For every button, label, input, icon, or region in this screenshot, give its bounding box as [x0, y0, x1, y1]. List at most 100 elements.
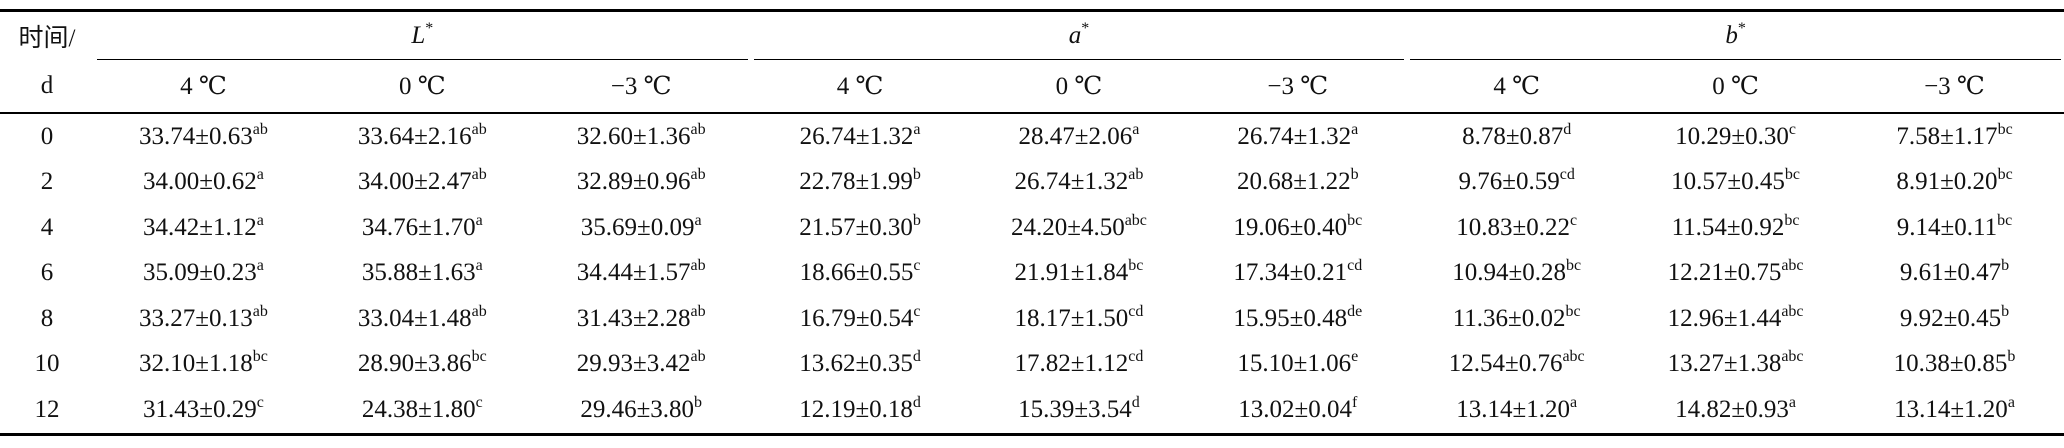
mean-sd: 29.93±3.42: [576, 350, 691, 378]
value-cell: 33.04±1.48ab: [313, 296, 532, 342]
value-cell: 33.74±0.63ab: [94, 113, 313, 160]
temp-header: 4 ℃: [180, 73, 227, 100]
significance: cd: [1128, 348, 1144, 366]
value-cell: 8.78±0.87d: [1407, 113, 1626, 160]
value-cell: 10.29±0.30c: [1626, 113, 1845, 160]
significance: a: [694, 211, 702, 229]
data-row: 4 34.42±1.12a 34.76±1.70a 35.69±0.09a 21.57±…: [0, 205, 2064, 251]
significance: a: [1788, 393, 1796, 411]
significance: a: [913, 120, 921, 138]
significance: b: [912, 211, 921, 229]
time-cell: 8: [40, 304, 54, 332]
value-cell: 9.92±0.45b: [1845, 296, 2064, 342]
mean-sd: 19.06±0.40: [1233, 213, 1348, 241]
mean-sd: 18.17±1.50: [1014, 304, 1129, 332]
value-cell: 9.14±0.11bc: [1845, 205, 2064, 251]
stub-header: 时间/: [18, 25, 76, 52]
value-cell: 10.57±0.45bc: [1626, 160, 1845, 206]
mean-sd: 34.44±1.57: [576, 259, 691, 287]
mean-sd: 34.00±0.62: [143, 168, 257, 196]
group-header: a*: [751, 11, 1408, 61]
value-cell: 24.38±1.80c: [313, 387, 532, 434]
significance: ab: [1128, 166, 1144, 184]
value-cell: 12.21±0.75abc: [1626, 251, 1845, 297]
mean-sd: 17.34±0.21: [1233, 259, 1348, 287]
value-cell: 17.82±1.12cd: [970, 342, 1189, 388]
value-cell: 35.09±0.23a: [94, 251, 313, 297]
header-row: 时间/L* a* b*: [0, 10, 2064, 61]
temp-header: 4 ℃: [1493, 73, 1541, 100]
value-cell: 14.82±0.93a: [1626, 387, 1845, 434]
mean-sd: 7.58±1.17: [1896, 122, 1998, 150]
value-cell: 22.78±1.99b: [751, 160, 970, 206]
time-cell: 6: [40, 259, 54, 287]
significance: abc: [1781, 302, 1804, 320]
mean-sd: 10.83±0.22: [1456, 213, 1570, 241]
mean-sd: 34.76±1.70: [361, 213, 476, 241]
mean-sd: 10.29±0.30: [1675, 122, 1789, 150]
temp-header: −3 ℃: [610, 73, 672, 100]
value-cell: 34.00±0.62a: [94, 160, 313, 206]
value-cell: 16.79±0.54c: [751, 296, 970, 342]
significance: d: [912, 393, 921, 411]
mean-sd: 12.54±0.76: [1448, 350, 1563, 378]
temp-header: 4 ℃: [836, 73, 884, 100]
mean-sd: 11.36±0.02: [1452, 304, 1566, 332]
data-row: 2 34.00±0.62a 34.00±2.47ab 32.89±0.96ab 22.7…: [0, 160, 2064, 206]
data-row: 8 33.27±0.13ab 33.04±1.48ab 31.43±2.28ab 16.…: [0, 296, 2064, 342]
significance: a: [256, 166, 264, 184]
value-cell: 32.89±0.96ab: [532, 160, 751, 206]
data-row: 6 35.09±0.23a 35.88±1.63a 34.44±1.57ab 18.66…: [0, 251, 2064, 297]
significance: abc: [1562, 348, 1585, 366]
value-cell: 35.88±1.63a: [313, 251, 532, 297]
temp-header: −3 ℃: [1267, 73, 1329, 100]
table-wrap: 时间/L* a* b* d 4 ℃ 0 ℃ −3 ℃ 4 ℃ 0 ℃ −3 ℃ 4 ℃ 0 ℃ −3 ℃…: [0, 9, 2064, 436]
value-cell: 7.58±1.17bc: [1845, 113, 2064, 160]
significance: cd: [1559, 166, 1575, 184]
group-letter: L: [411, 21, 426, 49]
significance: ab: [690, 302, 706, 320]
time-cell: 10: [34, 350, 60, 378]
value-cell: 32.60±1.36ab: [532, 113, 751, 160]
significance: a: [475, 211, 483, 229]
value-cell: 33.27±0.13ab: [94, 296, 313, 342]
significance: a: [256, 257, 264, 275]
value-cell: 31.43±2.28ab: [532, 296, 751, 342]
significance: ab: [471, 120, 487, 138]
significance: bc: [1784, 211, 1800, 229]
significance: bc: [1997, 166, 2013, 184]
significance: e: [1351, 348, 1359, 366]
mean-sd: 11.54±0.92: [1671, 213, 1785, 241]
value-cell: 11.36±0.02bc: [1407, 296, 1626, 342]
table-head: 时间/L* a* b* d 4 ℃ 0 ℃ −3 ℃ 4 ℃ 0 ℃ −3 ℃ 4 ℃ 0 ℃ −3 ℃: [0, 10, 2064, 113]
significance: ab: [690, 120, 706, 138]
significance: ab: [690, 348, 706, 366]
mean-sd: 20.68±1.22: [1236, 168, 1351, 196]
significance: abc: [1781, 257, 1804, 275]
value-cell: 10.94±0.28bc: [1407, 251, 1626, 297]
value-cell: 15.10±1.06e: [1188, 342, 1407, 388]
mean-sd: 13.14±1.20: [1894, 395, 2008, 423]
value-cell: 11.54±0.92bc: [1626, 205, 1845, 251]
value-cell: 20.68±1.22b: [1188, 160, 1407, 206]
value-cell: 13.62±0.35d: [751, 342, 970, 388]
mean-sd: 9.76±0.59: [1458, 168, 1560, 196]
significance: b: [912, 166, 921, 184]
mean-sd: 8.78±0.87: [1462, 122, 1564, 150]
value-cell: 9.76±0.59cd: [1407, 160, 1626, 206]
data-table: 时间/L* a* b* d 4 ℃ 0 ℃ −3 ℃ 4 ℃ 0 ℃ −3 ℃ 4 ℃ 0 ℃ −3 ℃…: [0, 9, 2064, 436]
mean-sd: 32.89±0.96: [576, 168, 691, 196]
time-cell: 0: [40, 122, 54, 150]
mean-sd: 35.09±0.23: [143, 259, 257, 287]
mean-sd: 12.96±1.44: [1667, 304, 1782, 332]
stub-unit: d: [40, 72, 54, 99]
group-letter: b: [1725, 21, 1738, 49]
significance: b: [1350, 166, 1359, 184]
value-cell: 26.74±1.32a: [751, 113, 970, 160]
value-cell: 13.27±1.38abc: [1626, 342, 1845, 388]
significance: bc: [1347, 211, 1363, 229]
mean-sd: 13.14±1.20: [1456, 395, 1570, 423]
significance: de: [1347, 302, 1363, 320]
value-cell: 9.61±0.47b: [1845, 251, 2064, 297]
